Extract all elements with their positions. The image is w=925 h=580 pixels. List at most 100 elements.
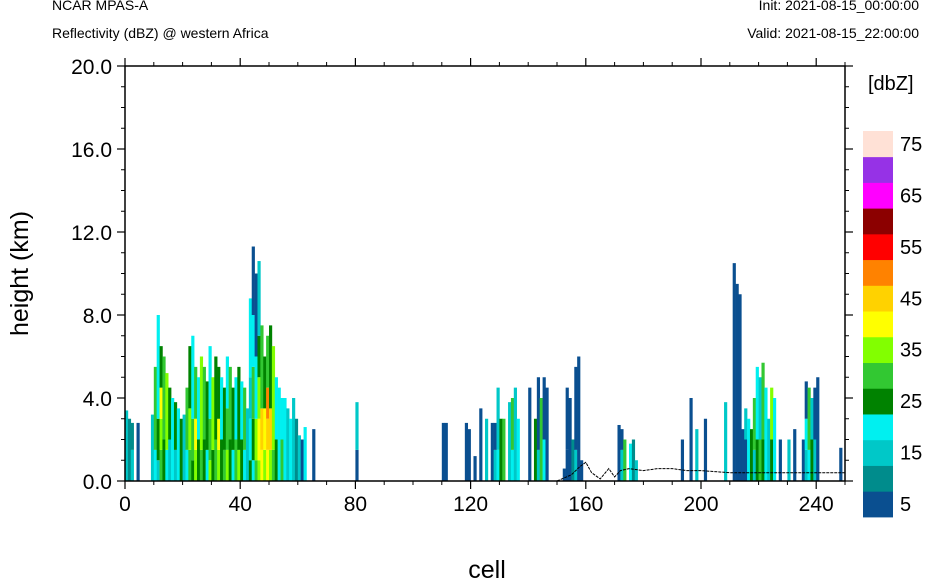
reflectivity-column [493,422,497,482]
reflectivity-cell [620,429,624,450]
colorbar-tick-label: 25 [900,391,922,413]
reflectivity-column [738,294,742,481]
reflectivity-cell [225,449,229,482]
reflectivity-column [125,410,129,481]
reflectivity-column [804,381,808,482]
reflectivity-cell [620,449,624,482]
terrain-line [125,461,845,482]
reflectivity-cell [528,387,532,482]
reflectivity-cell [165,373,169,450]
reflectivity-cell [162,356,166,440]
reflectivity-cell [257,261,261,336]
reflectivity-column [741,429,745,482]
reflectivity-column [629,443,633,481]
reflectivity-cell [787,439,791,481]
reflectivity-cell [197,439,201,481]
reflectivity-column [214,356,218,481]
reflectivity-cell [269,408,273,450]
reflectivity-cell [297,435,301,481]
reflectivity-cell [280,439,284,481]
reflectivity-cell [251,418,255,461]
reflectivity-cell [303,427,307,481]
valid-time-label: Valid: 2021-08-15_22:00:00 [747,25,919,41]
reflectivity-column [620,429,624,482]
reflectivity-column [617,424,621,481]
reflectivity-cell [240,439,244,481]
colorbar-swatch [863,362,893,389]
reflectivity-cell [689,398,693,481]
reflectivity-cell [493,449,497,482]
reflectivity-column [289,418,293,481]
reflectivity-cell [248,377,253,419]
reflectivity-cell [194,449,198,482]
reflectivity-cell [217,418,221,450]
reflectivity-cell [738,294,742,481]
reflectivity-column [243,387,247,482]
colorbar-unit-label: [dbZ] [868,73,914,95]
reflectivity-column [254,273,258,481]
reflectivity-cell [191,460,195,481]
reflectivity-cell [199,356,204,450]
x-tick-label: 80 [344,493,367,516]
reflectivity-column [441,422,445,481]
reflectivity-cell [251,460,255,481]
reflectivity-cell [807,387,811,450]
colorbar-swatch [863,182,893,209]
reflectivity-cell [571,439,575,481]
reflectivity-column [168,387,172,481]
reflectivity-cell [539,398,543,481]
reflectivity-column [568,398,572,481]
reflectivity-cell [804,418,808,450]
reflectivity-cell [778,439,782,481]
reflectivity-cell [179,418,183,481]
reflectivity-column [464,422,469,481]
reflectivity-column [165,373,169,482]
reflectivity-cell [125,410,129,481]
reflectivity-cell [629,443,633,481]
reflectivity-cell [159,346,163,388]
reflectivity-column [816,377,820,481]
reflectivity-column [545,387,549,482]
reflectivity-cell [441,422,445,481]
reflectivity-cell [156,460,160,481]
reflectivity-cell [188,408,192,450]
reflectivity-cell [574,366,578,450]
reflectivity-cell [208,346,212,419]
reflectivity-column [176,408,181,482]
reflectivity-cell [237,366,241,450]
reflectivity-column [580,460,584,481]
reflectivity-cell [222,387,227,450]
reflectivity-column [251,246,255,481]
x-tick-label: 0 [119,493,131,516]
reflectivity-cell [770,439,774,481]
reflectivity-cell [260,449,264,482]
reflectivity-cell [479,408,483,482]
reflectivity-column [473,456,477,481]
colorbar-swatch [863,259,893,286]
reflectivity-cell [257,377,261,419]
x-axis-title: cell [468,556,506,580]
reflectivity-cell [266,387,270,419]
reflectivity-cell [752,398,757,450]
reflectivity-column [162,356,166,481]
reflectivity-cell [300,439,304,481]
reflectivity-cell [744,408,748,440]
reflectivity-column [479,408,483,482]
reflectivity-cell [251,246,255,315]
reflectivity-cell [568,398,572,481]
reflectivity-column [778,439,782,481]
y-tick-label: 16.0 [71,139,112,162]
reflectivity-column [695,429,699,482]
reflectivity-cell [251,315,255,367]
reflectivity-cell [220,439,224,481]
reflectivity-cell [159,418,163,450]
reflectivity-cell [211,449,215,482]
reflectivity-cell [473,456,477,481]
x-tick-label: 160 [568,493,603,516]
reflectivity-column [260,325,264,482]
reflectivity-column [810,398,814,481]
reflectivity-cell [617,424,621,481]
reflectivity-column [202,366,206,481]
plot-area [125,246,843,482]
reflectivity-column [222,387,227,482]
